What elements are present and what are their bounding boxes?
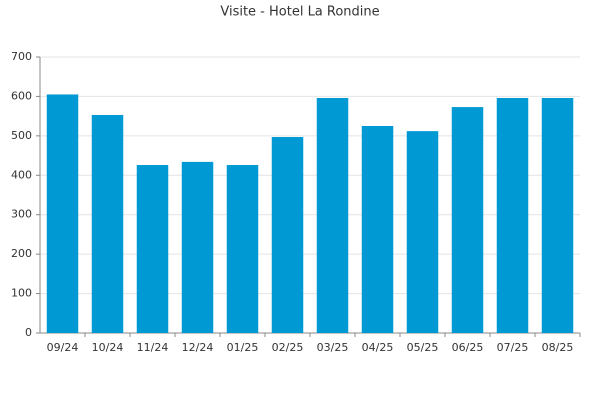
x-tick-label: 01/25: [227, 341, 259, 354]
bar: [451, 107, 484, 334]
x-tick-label: 02/25: [272, 341, 304, 354]
x-tick-label: 05/25: [407, 341, 439, 354]
bar: [226, 165, 259, 333]
y-tick-label: 300: [11, 208, 32, 221]
x-tick-label: 10/24: [92, 341, 124, 354]
x-tick-label: 08/25: [542, 341, 574, 354]
y-tick-label: 600: [11, 89, 32, 102]
y-tick-label: 500: [11, 129, 32, 142]
bar: [136, 165, 169, 333]
bar: [316, 98, 349, 334]
chart-title: Visite - Hotel La Rondine: [220, 5, 379, 20]
x-tick-label: 11/24: [137, 341, 169, 354]
bar: [541, 98, 574, 334]
x-tick-label: 06/25: [452, 341, 484, 354]
x-tick-label: 07/25: [497, 341, 529, 354]
y-tick-label: 100: [11, 287, 32, 300]
x-tick-label: 12/24: [182, 341, 214, 354]
y-tick-label: 0: [25, 326, 32, 339]
bar: [496, 98, 529, 334]
bar: [271, 137, 304, 333]
x-tick-label: 09/24: [47, 341, 79, 354]
x-tick-label: 04/25: [362, 341, 394, 354]
y-tick-label: 700: [11, 50, 32, 63]
bar: [46, 94, 79, 333]
x-tick-label: 03/25: [317, 341, 349, 354]
bar: [406, 131, 439, 333]
y-tick-label: 200: [11, 247, 32, 260]
y-tick-label: 400: [11, 168, 32, 181]
bar: [361, 126, 394, 333]
bar: [91, 114, 124, 334]
bar: [181, 161, 214, 333]
